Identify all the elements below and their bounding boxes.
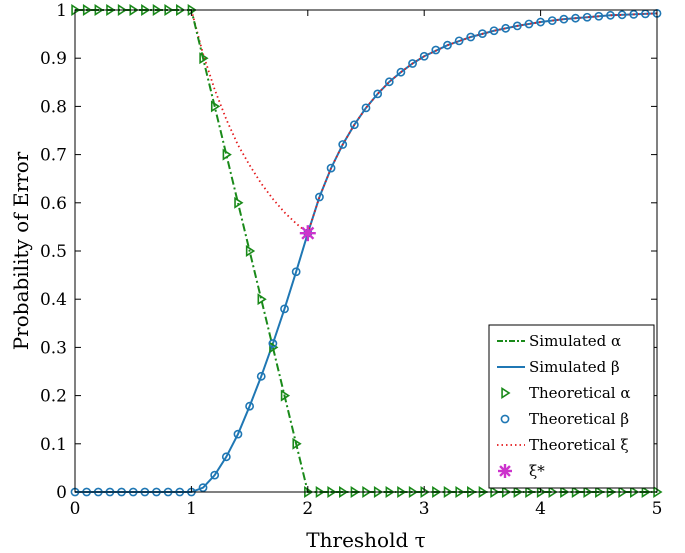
theoretical-beta-marker	[221, 452, 231, 462]
x-tick-label: 2	[302, 499, 313, 519]
theoretical-beta-marker	[326, 163, 336, 173]
theoretical-beta-marker	[245, 401, 254, 411]
legend-entry: Simulated β	[497, 358, 620, 376]
legend-label: Theoretical ξ	[529, 436, 629, 454]
theoretical-alpha-marker	[222, 148, 232, 161]
theoretical-beta-marker	[268, 339, 278, 348]
theoretical-alpha-marker	[210, 100, 221, 113]
legend-entry: Theoretical α	[501, 384, 630, 402]
theoretical-alpha-marker	[269, 341, 279, 354]
theoretical-beta-marker	[477, 29, 487, 39]
theoretical-alpha-marker	[292, 437, 302, 450]
legend-entry: ξ*	[498, 462, 545, 480]
theoretical-beta-marker	[384, 77, 394, 87]
xi-star-marker	[299, 225, 316, 242]
theoretical-beta-marker	[349, 120, 359, 130]
theoretical-beta-marker	[280, 304, 289, 314]
y-tick-label: 0.5	[40, 242, 67, 262]
x-tick-label: 5	[652, 499, 663, 519]
x-tick-label: 3	[419, 499, 430, 519]
theoretical-beta-marker	[443, 40, 452, 50]
legend-entry: Theoretical β	[500, 410, 629, 428]
theoretical-alpha-marker	[280, 389, 291, 402]
theoretical-beta-marker	[559, 14, 569, 24]
theoretical-beta-marker	[419, 51, 429, 61]
theoretical-alpha-marker	[234, 196, 244, 209]
theoretical-beta-marker	[466, 32, 476, 42]
theoretical-beta-marker	[256, 371, 266, 381]
theoretical-beta-marker	[315, 192, 324, 202]
theoretical-beta-marker	[361, 103, 371, 113]
theoretical-alpha-marker	[71, 4, 81, 16]
legend-box	[488, 324, 655, 489]
theoretical-alpha-marker	[199, 52, 209, 65]
y-tick-label: 0	[56, 483, 67, 503]
legend-label: Theoretical α	[529, 384, 630, 402]
theoretical-beta-marker	[489, 26, 499, 36]
theoretical-beta-marker	[408, 59, 417, 68]
y-tick-label: 0.7	[40, 146, 67, 166]
x-axis-label: Threshold τ	[306, 528, 425, 552]
legend: Simulated α Simulated β Theoretical α Theor…	[488, 324, 655, 489]
theoretical-beta-marker	[396, 67, 406, 77]
y-axis-label: Probability of Error	[9, 151, 33, 350]
theoretical-beta-marker	[524, 19, 534, 29]
theoretical-beta-marker	[629, 9, 639, 19]
theoretical-beta-marker	[501, 23, 511, 33]
theoretical-beta-marker	[198, 483, 208, 493]
theoretical-beta-marker	[617, 10, 627, 20]
y-tick-label: 0.8	[40, 97, 67, 117]
theoretical-beta-marker	[373, 89, 383, 99]
legend-xi-star-marker	[498, 464, 512, 478]
y-tick-label: 0.6	[40, 194, 67, 214]
tick-labels: 0 1 2 3 4 5 0 0.1 0.2 0.3 0.4 0.5 0.6 0.7 0.8 0.9 1	[40, 1, 662, 519]
theoretical-beta-marker	[571, 13, 580, 23]
y-tick-label: 0.3	[40, 338, 67, 358]
theoretical-beta-marker	[512, 21, 522, 31]
y-tick-label: 0.1	[40, 435, 67, 455]
y-tick-label: 0.2	[40, 387, 67, 407]
theoretical-beta-marker	[233, 429, 243, 439]
theoretical-beta-marker	[606, 10, 615, 20]
legend-label: Simulated α	[529, 332, 621, 350]
y-tick-label: 0.9	[40, 49, 67, 69]
theoretical-alpha-marker	[257, 293, 267, 306]
legend-entry: Simulated α	[497, 332, 621, 350]
x-tick-label: 4	[535, 499, 546, 519]
theoretical-xi-line	[190, 9, 658, 235]
theoretical-beta-marker	[582, 12, 592, 22]
legend-label: ξ*	[529, 462, 545, 480]
legend-label: Theoretical β	[529, 410, 629, 428]
theoretical-beta-marker	[291, 267, 301, 277]
y-tick-label: 0.4	[40, 290, 67, 310]
y-tick-label: 1	[56, 1, 67, 21]
x-tick-label: 0	[70, 499, 81, 519]
simulated-alpha-line	[75, 9, 657, 493]
theoretical-beta-marker	[547, 16, 557, 26]
theoretical-beta-marker	[594, 11, 604, 21]
theoretical-beta-marker	[454, 36, 464, 46]
theoretical-beta-marker	[338, 140, 348, 149]
theoretical-beta-marker	[210, 470, 220, 480]
theoretical-alpha-marker	[245, 245, 256, 257]
legend-entry: Theoretical ξ	[497, 436, 629, 454]
legend-label: Simulated β	[529, 358, 620, 376]
x-tick-label: 1	[186, 499, 197, 519]
theoretical-beta-marker	[536, 17, 545, 27]
theoretical-beta-marker	[431, 45, 441, 55]
